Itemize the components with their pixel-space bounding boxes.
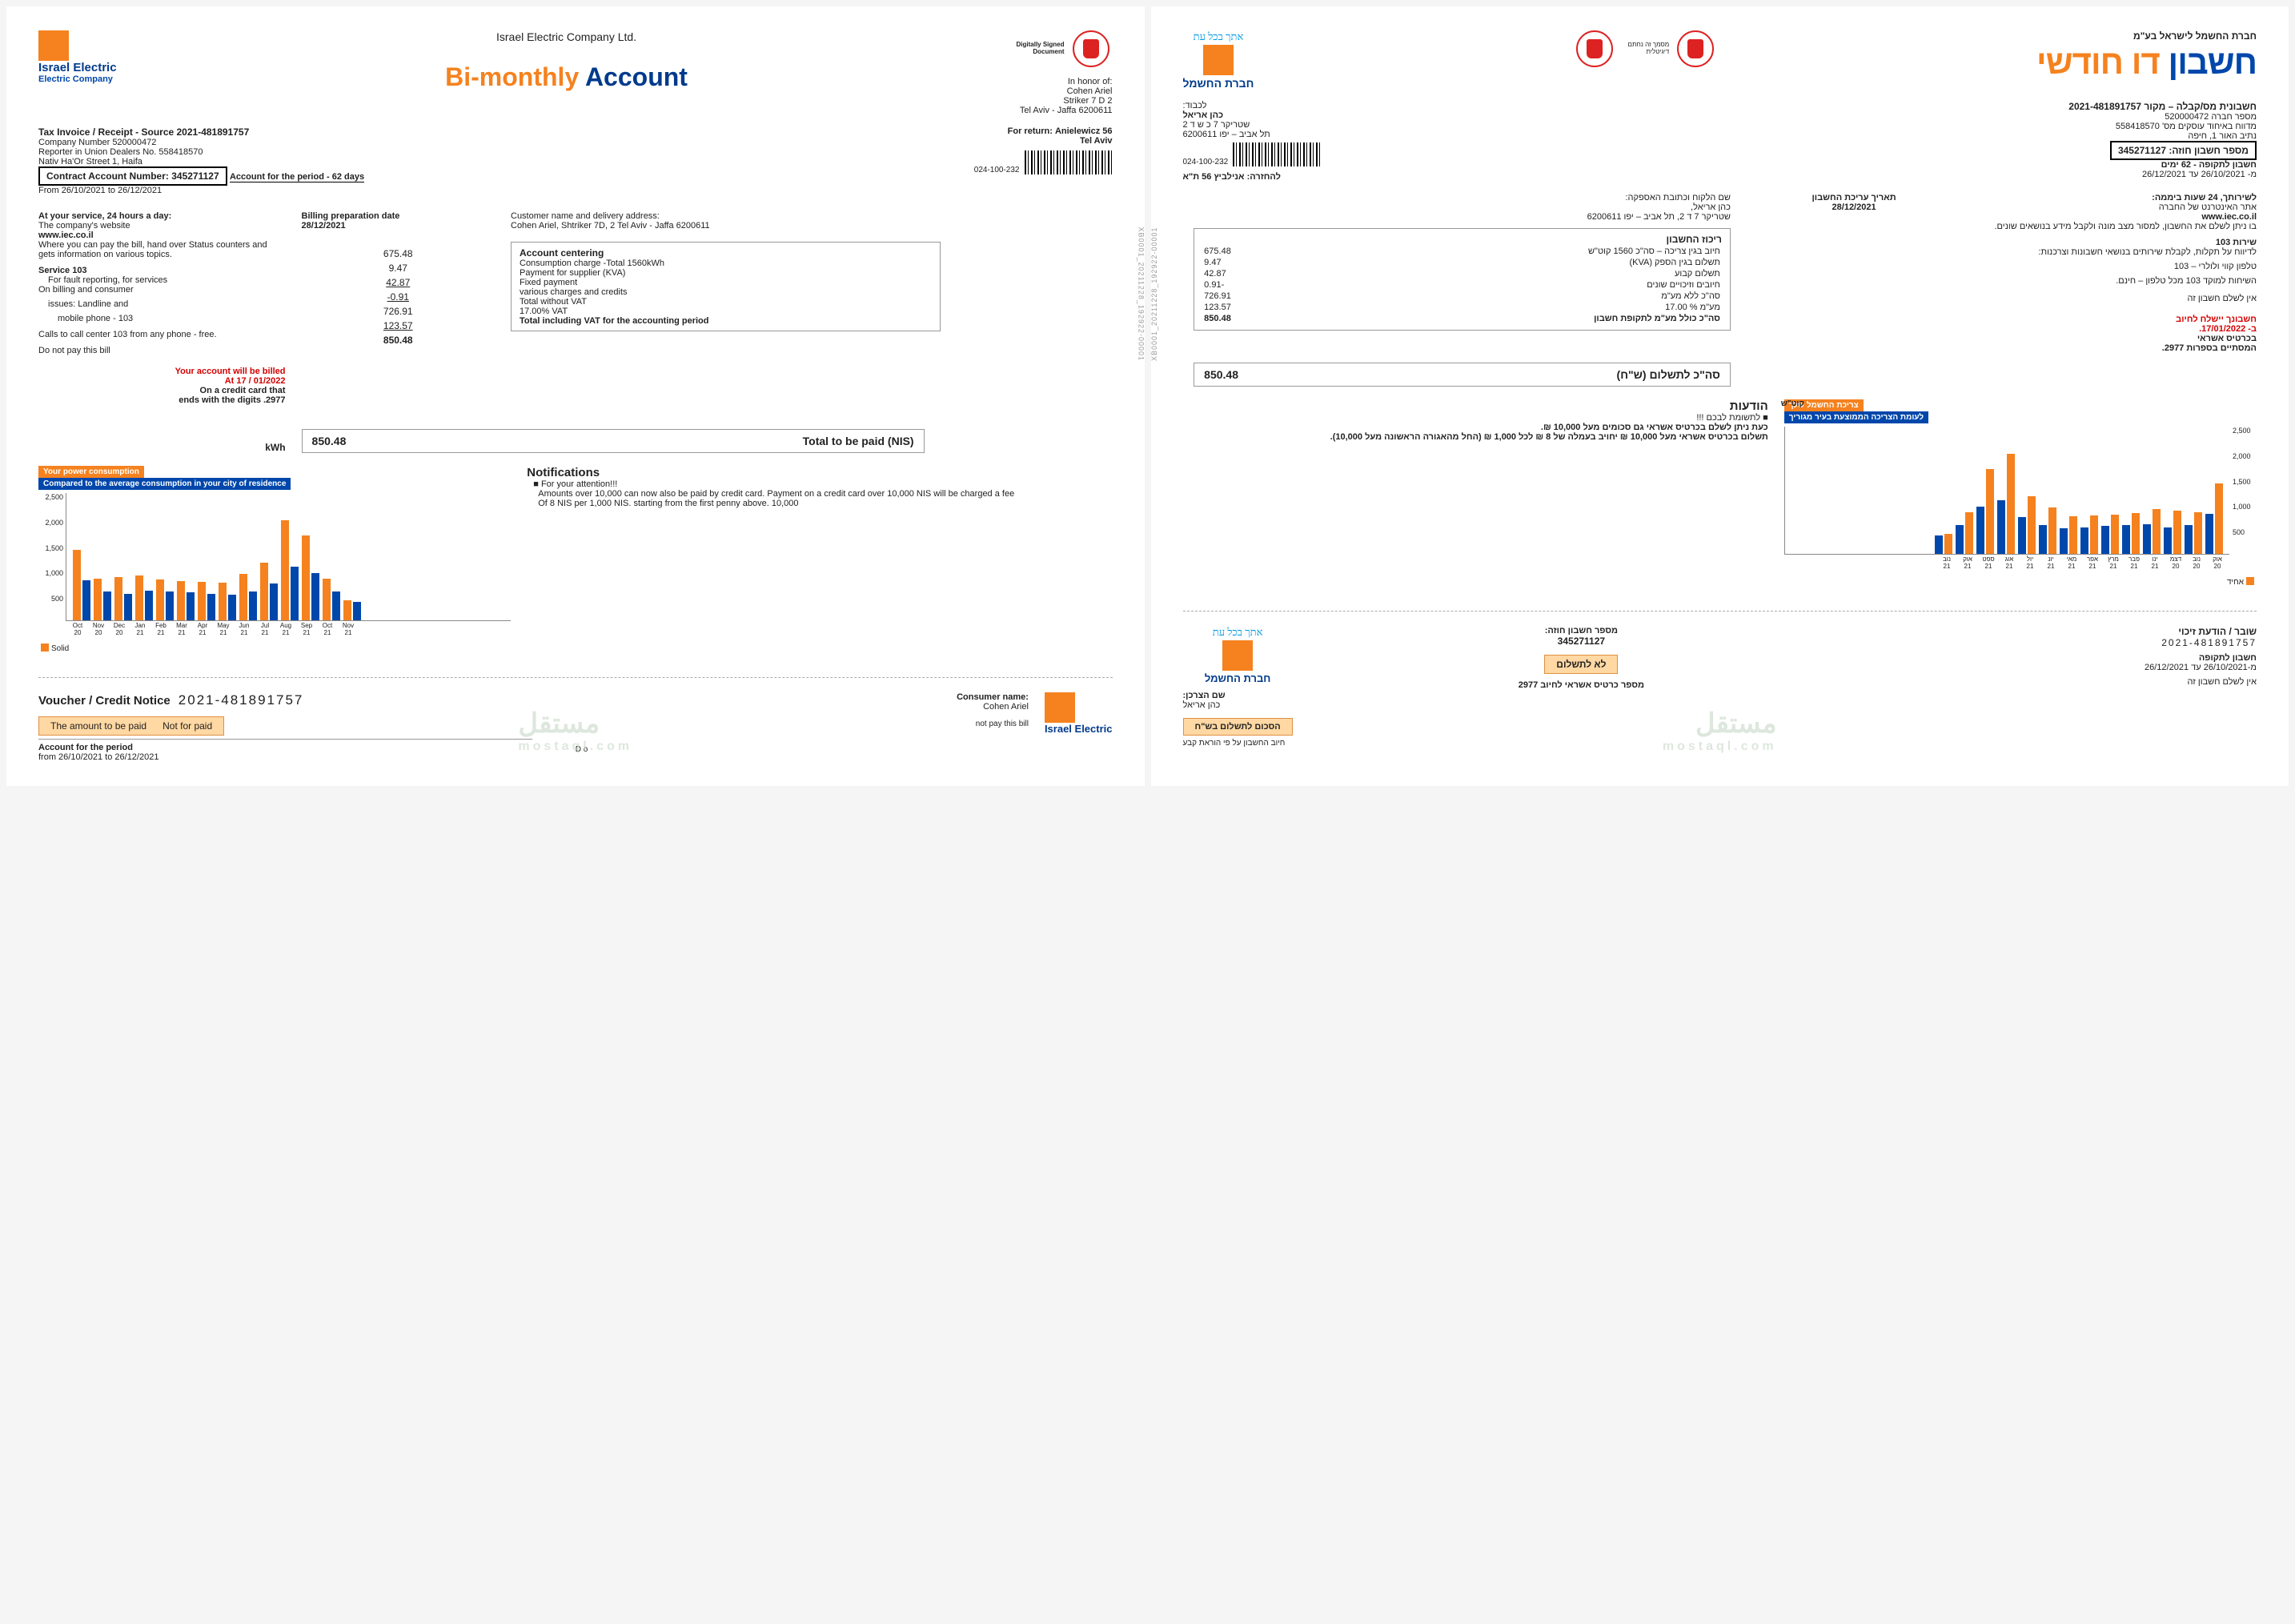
logo-text-1: Israel Electric <box>38 61 117 74</box>
barcode: 024-100-232 <box>974 150 1113 174</box>
barcode: 024-100-232 <box>1183 142 1322 166</box>
amount-box: לא לתשלום <box>1544 655 1618 674</box>
iec-logo: אתך בכל עת חברת החשמל <box>1183 30 1254 90</box>
notifications: הודעות ■ לתשומת לבכם !!! כעת ניתן לשלם ב… <box>1210 399 1768 587</box>
website-link[interactable]: www.iec.co.il <box>38 231 286 240</box>
customer-value: Cohen Ariel, Shtriker 7D, 2 Tel Aviv - J… <box>511 221 941 231</box>
logo-text-2: Electric Company <box>38 74 117 84</box>
prep-date: 28/12/2021 <box>302 221 495 231</box>
contract-number-box: Contract Account Number: 345271127 <box>38 166 227 186</box>
solid-swatch <box>41 644 49 652</box>
period-dates: From 26/10/2021 to 26/12/2021 <box>38 186 532 195</box>
consumption-chart: צריכת החשמל שלך לעומת הצריכה הממוצעת בעי… <box>1784 399 2257 587</box>
amount-column: 675.48 9.47 42.87 -0.91 726.91 123.57 85… <box>302 247 495 347</box>
period-label: Account for the period - 62 days <box>230 172 364 182</box>
dealer-number: Reporter in Union Dealers No. 558418570 <box>38 147 532 157</box>
x-axis-en: Oct20Nov20Dec20Jan21Feb21Mar21Apr21May21… <box>66 621 511 637</box>
lock-icon <box>1677 30 1714 67</box>
page-hebrew: XB0001_20211228_192922-00001 חברת החשמל … <box>1151 6 2289 786</box>
side-code: XB0001_20211228_192922-00001 <box>1150 227 1158 361</box>
company-number: Company Number 520000472 <box>38 138 532 147</box>
customer-label: Customer name and delivery address: <box>511 211 941 221</box>
bar-chart-area-he: 2,5002,0001,5001,000500 <box>1784 427 2229 555</box>
recipient-name: Cohen Ariel <box>1017 86 1113 96</box>
website-link[interactable]: www.iec.co.il <box>1977 212 2257 222</box>
page-title: Bi-monthly Account <box>117 62 1017 92</box>
bar-chart-area: 2,5002,0001,5001,000500 <box>66 493 511 621</box>
digital-seal: מסמך זה נחתם דיגיטלית <box>1573 30 1717 67</box>
recipient-street: Striker 7 D 2 <box>1017 96 1113 106</box>
header: Israel Electric Electric Company Israel … <box>38 30 1113 115</box>
page-english: XB0001_20211228_192922-00001 Israel Elec… <box>6 6 1145 786</box>
x-axis-he: אוק20נוב20דצמ20ינו21פבר21מרץ21אפר21מאי21… <box>1784 555 2229 571</box>
supply-address: Nativ Ha'Or Street 1, Haifa <box>38 157 532 166</box>
y-axis: 2,5002,0001,5001,000500 <box>2233 427 2257 554</box>
voucher: שובר / הודעת זיכוי 2021-481891757 חשבון … <box>1183 626 2257 748</box>
return-label: For return: <box>1008 126 1053 136</box>
contract-number-box: מספר חשבון חוזה: 345271127 <box>2110 141 2257 160</box>
digital-seal: Digitally Signed Document <box>1017 30 1113 67</box>
notifications: Notifications ■ For your attention!!! Am… <box>527 466 1085 653</box>
company-name: Israel Electric Company Ltd. <box>117 30 1017 43</box>
iec-logo: Israel Electric <box>38 30 117 74</box>
honor-label: In honor of: <box>1017 77 1113 86</box>
y-axis: 2,5002,0001,5001,000500 <box>39 493 63 620</box>
sign-icon <box>1576 30 1613 67</box>
summary-table: חיוב בגין צריכה – סה"כ 1560 קוט"ש675.48 … <box>1202 245 1722 325</box>
side-code: XB0001_20211228_192922-00001 <box>1137 227 1145 361</box>
prep-label: Billing preparation date <box>302 211 495 221</box>
voucher-logo: Israel Electric <box>1045 692 1113 735</box>
amount-box: The amount to be paid Not for paid <box>38 716 224 736</box>
service-column: At your service, 24 hours a day: The com… <box>38 211 286 405</box>
voucher-logo: אתך בכל עת חברת החשמל <box>1183 626 1293 684</box>
recipient-city: Tel Aviv - Jaffa 6200611 <box>1017 106 1113 115</box>
invoice-title: Tax Invoice / Receipt - Source 2021-4818… <box>38 126 532 138</box>
page-title: חשבון דו חודשי <box>2036 43 2257 82</box>
account-centering-box: שם הלקוח וכתובת האספקה: כהן אריאל, שטריק… <box>1194 193 1731 387</box>
return-city: Tel Aviv <box>974 136 1113 146</box>
voucher: Voucher / Credit Notice 2021-481891757 T… <box>38 692 1113 762</box>
consumption-chart: Your power consumption Compared to the a… <box>38 466 511 653</box>
total-to-pay: 850.48Total to be paid (NIS) <box>302 429 925 453</box>
account-centering-box: Account centering Consumption charge -To… <box>511 242 941 331</box>
kwh-label: kWh <box>38 442 286 453</box>
lock-icon <box>1073 30 1109 67</box>
invoice-title: חשבונית מס/קבלה – מקור 2021-481891757 <box>1719 101 2257 112</box>
service-column: לשירותך, 24 שעות ביממה: אתר האינטרנט של … <box>1977 193 2257 387</box>
total-to-pay: סה"כ לתשלום (ש"ח)850.48 <box>1194 363 1731 387</box>
header: חברת החשמל לישראל בע"מ חשבון דו חודשי מס… <box>1183 30 2257 90</box>
